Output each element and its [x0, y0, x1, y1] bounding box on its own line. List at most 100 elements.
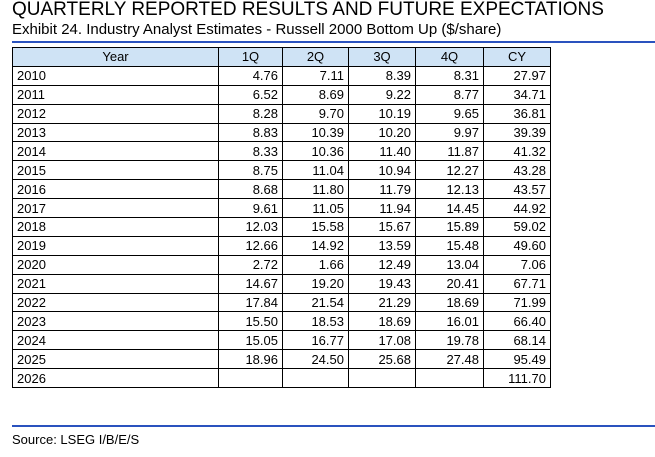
year-cell: 2017	[12, 198, 219, 219]
value-cell: 9.70	[282, 103, 349, 124]
value-cell: 11.87	[415, 141, 484, 162]
value-cell: 19.20	[282, 273, 349, 294]
value-cell: 12.49	[348, 254, 416, 275]
value-cell: 4.76	[218, 65, 283, 86]
value-cell: 10.36	[282, 141, 349, 162]
value-cell: 27.97	[483, 65, 551, 86]
value-cell: 18.53	[282, 311, 349, 332]
value-cell: 14.92	[282, 235, 349, 256]
year-cell: 2024	[12, 330, 219, 351]
value-cell: 39.39	[483, 122, 551, 143]
value-cell: 14.67	[218, 273, 283, 294]
value-cell: 15.67	[348, 217, 416, 237]
value-cell: 19.78	[415, 330, 484, 351]
value-cell: 71.99	[483, 292, 551, 313]
value-cell: 36.81	[483, 103, 551, 124]
value-cell	[348, 368, 416, 389]
value-cell: 17.84	[218, 292, 283, 313]
value-cell: 15.48	[415, 235, 484, 256]
estimates-table: Year 1Q 2Q 3Q 4Q CY 2010 4.76 7.11 8.39 8.31 27.97…	[12, 47, 551, 389]
value-cell: 8.83	[218, 122, 283, 143]
title: QUARTERLY REPORTED RESULTS AND FUTURE EX…	[12, 0, 604, 20]
table-row: 2024 15.05 16.77 17.08 19.78 68.14	[12, 330, 551, 351]
value-cell: 12.13	[415, 179, 484, 200]
year-cell: 2025	[12, 349, 219, 370]
year-cell: 2014	[12, 141, 219, 162]
year-cell: 2010	[12, 65, 219, 86]
table-row: 2013 8.83 10.39 10.20 9.97 39.39	[12, 122, 551, 143]
value-cell: 18.96	[218, 349, 283, 370]
value-cell: 68.14	[483, 330, 551, 351]
value-cell: 10.39	[282, 122, 349, 143]
table-row: 2012 8.28 9.70 10.19 9.65 36.81	[12, 103, 551, 124]
table-row: 2020 2.72 1.66 12.49 13.04 7.06	[12, 254, 551, 275]
value-cell	[218, 368, 283, 389]
table-row: 2023 15.50 18.53 18.69 16.01 66.40	[12, 311, 551, 332]
value-cell: 59.02	[483, 217, 551, 237]
year-cell: 2023	[12, 311, 219, 332]
value-cell: 9.61	[218, 198, 283, 219]
value-cell: 27.48	[415, 349, 484, 370]
value-cell: 11.40	[348, 141, 416, 162]
value-cell	[282, 368, 349, 389]
value-cell: 21.29	[348, 292, 416, 313]
year-cell: 2016	[12, 179, 219, 200]
value-cell: 16.01	[415, 311, 484, 332]
value-cell: 15.05	[218, 330, 283, 351]
value-cell: 41.32	[483, 141, 551, 162]
value-cell: 10.20	[348, 122, 416, 143]
value-cell: 95.49	[483, 349, 551, 370]
value-cell: 7.06	[483, 254, 551, 275]
value-cell: 66.40	[483, 311, 551, 332]
table-row: 2015 8.75 11.04 10.94 12.27 43.28	[12, 160, 551, 181]
column-header: 1Q	[218, 47, 283, 67]
value-cell: 12.03	[218, 217, 283, 237]
column-header: 2Q	[282, 47, 349, 67]
table-row: 2014 8.33 10.36 11.40 11.87 41.32	[12, 141, 551, 162]
year-cell: 2022	[12, 292, 219, 313]
value-cell: 15.89	[415, 217, 484, 237]
year-cell: 2013	[12, 122, 219, 143]
value-cell: 13.04	[415, 254, 484, 275]
value-cell: 9.22	[348, 84, 416, 105]
value-cell: 8.75	[218, 160, 283, 181]
value-cell: 21.54	[282, 292, 349, 313]
value-cell: 17.08	[348, 330, 416, 351]
year-cell: 2019	[12, 235, 219, 256]
value-cell: 8.77	[415, 84, 484, 105]
value-cell: 13.59	[348, 235, 416, 256]
value-cell: 2.72	[218, 254, 283, 275]
value-cell: 44.92	[483, 198, 551, 219]
divider	[12, 41, 655, 43]
value-cell: 18.69	[348, 311, 416, 332]
value-cell: 43.28	[483, 160, 551, 181]
year-cell: 2015	[12, 160, 219, 181]
table-row: 2011 6.52 8.69 9.22 8.77 34.71	[12, 84, 551, 105]
value-cell: 11.04	[282, 160, 349, 181]
subtitle: Exhibit 24. Industry Analyst Estimates -…	[12, 21, 502, 38]
value-cell: 11.79	[348, 179, 416, 200]
value-cell: 16.77	[282, 330, 349, 351]
value-cell: 8.69	[282, 84, 349, 105]
value-cell: 20.41	[415, 273, 484, 294]
year-cell: 2021	[12, 273, 219, 294]
value-cell: 24.50	[282, 349, 349, 370]
value-cell: 1.66	[282, 254, 349, 275]
source: Source: LSEG I/B/E/S	[12, 432, 140, 447]
value-cell: 34.71	[483, 84, 551, 105]
value-cell: 15.50	[218, 311, 283, 332]
value-cell: 19.43	[348, 273, 416, 294]
table-body: 2010 4.76 7.11 8.39 8.31 27.97 2011 6.52 8.69 9.2…	[12, 65, 551, 389]
divider	[12, 425, 655, 427]
table-row: 2019 12.66 14.92 13.59 15.48 49.60	[12, 235, 551, 256]
value-cell: 8.33	[218, 141, 283, 162]
value-cell: 11.94	[348, 198, 416, 219]
column-header: CY	[483, 47, 551, 67]
value-cell	[415, 368, 484, 389]
value-cell: 14.45	[415, 198, 484, 219]
value-cell: 9.97	[415, 122, 484, 143]
value-cell: 8.31	[415, 65, 484, 86]
value-cell: 25.68	[348, 349, 416, 370]
value-cell: 11.05	[282, 198, 349, 219]
